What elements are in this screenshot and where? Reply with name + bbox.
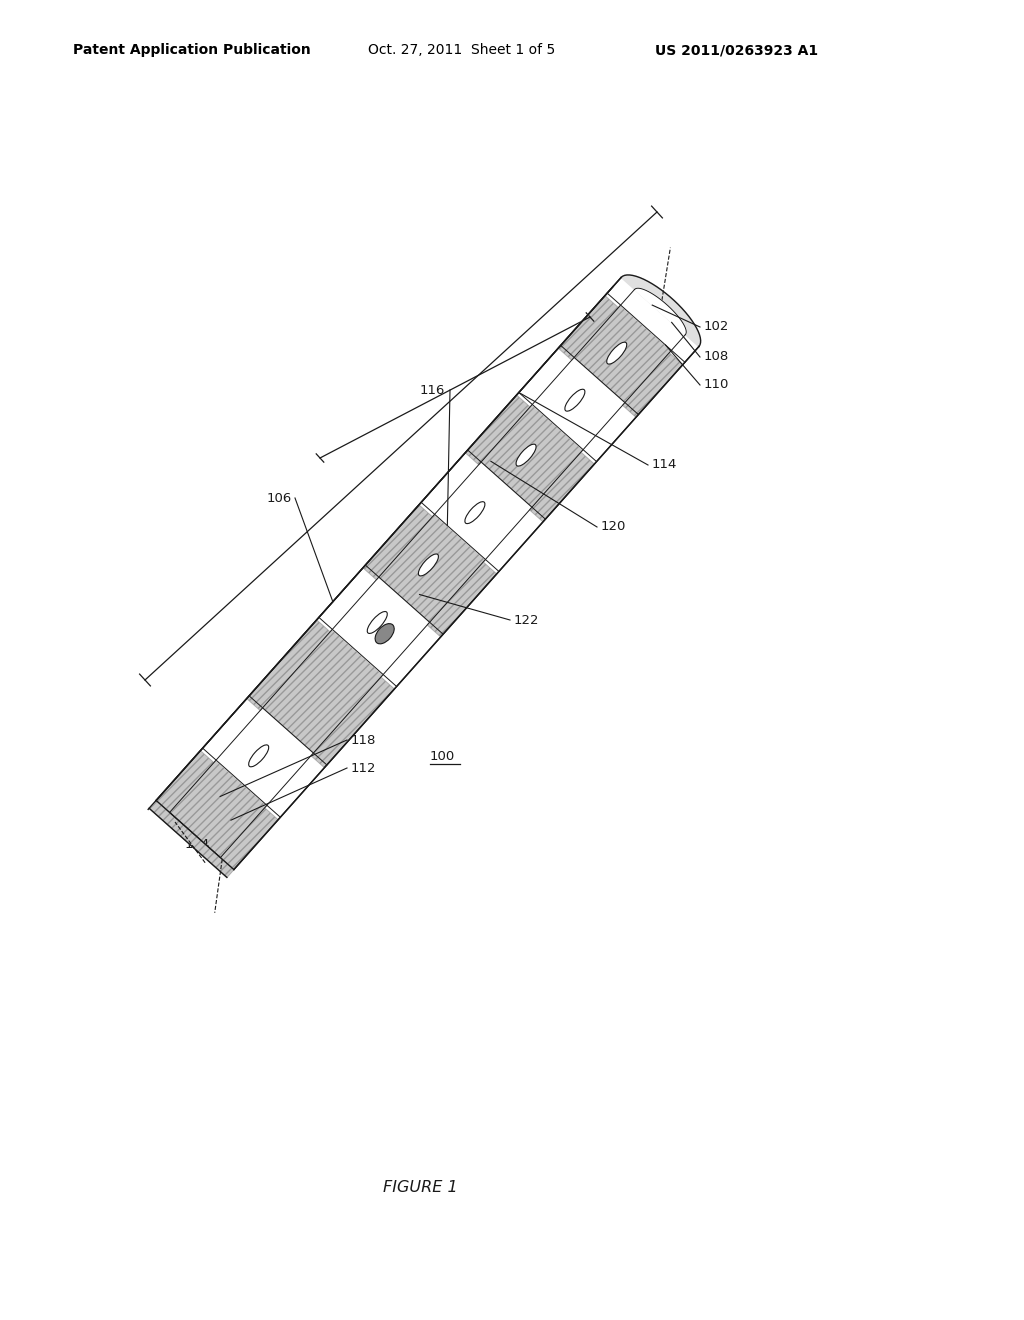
Text: Oct. 27, 2011  Sheet 1 of 5: Oct. 27, 2011 Sheet 1 of 5 <box>368 44 555 57</box>
Polygon shape <box>170 760 267 858</box>
Polygon shape <box>156 751 214 812</box>
Polygon shape <box>434 462 531 560</box>
Text: FIGURE 1: FIGURE 1 <box>383 1180 458 1196</box>
Polygon shape <box>481 404 583 507</box>
Polygon shape <box>465 395 530 465</box>
Polygon shape <box>364 506 432 579</box>
Text: 108: 108 <box>705 351 729 363</box>
Polygon shape <box>247 620 330 710</box>
Polygon shape <box>529 453 594 521</box>
Text: 118: 118 <box>351 734 377 747</box>
Text: 110: 110 <box>705 379 729 392</box>
Text: 122: 122 <box>514 614 540 627</box>
Polygon shape <box>532 358 625 450</box>
Text: 112: 112 <box>351 762 377 775</box>
Text: 114: 114 <box>652 458 677 471</box>
Polygon shape <box>150 800 233 878</box>
Text: US 2011/0263923 A1: US 2011/0263923 A1 <box>655 44 818 57</box>
Polygon shape <box>574 305 672 403</box>
Ellipse shape <box>249 744 268 767</box>
Polygon shape <box>311 677 394 767</box>
Polygon shape <box>379 515 485 622</box>
Text: 106: 106 <box>267 491 292 504</box>
Ellipse shape <box>375 623 394 644</box>
Ellipse shape <box>516 444 537 466</box>
Text: 100: 100 <box>430 751 456 763</box>
Polygon shape <box>216 708 313 805</box>
Polygon shape <box>558 296 618 360</box>
Text: 116: 116 <box>420 384 445 396</box>
Ellipse shape <box>465 502 485 524</box>
Polygon shape <box>623 352 683 417</box>
Polygon shape <box>148 277 622 809</box>
Ellipse shape <box>368 611 387 634</box>
Polygon shape <box>220 808 279 870</box>
Polygon shape <box>156 277 698 870</box>
Polygon shape <box>635 288 686 334</box>
Text: 102: 102 <box>705 321 729 334</box>
Polygon shape <box>621 289 685 350</box>
Ellipse shape <box>419 554 438 576</box>
Polygon shape <box>262 630 383 752</box>
Polygon shape <box>622 275 700 347</box>
Ellipse shape <box>565 389 585 412</box>
Text: 120: 120 <box>601 520 627 533</box>
Ellipse shape <box>606 342 627 364</box>
Text: Patent Application Publication: Patent Application Publication <box>73 44 310 57</box>
Polygon shape <box>333 577 430 675</box>
Polygon shape <box>427 562 497 636</box>
Text: 104: 104 <box>185 838 210 851</box>
